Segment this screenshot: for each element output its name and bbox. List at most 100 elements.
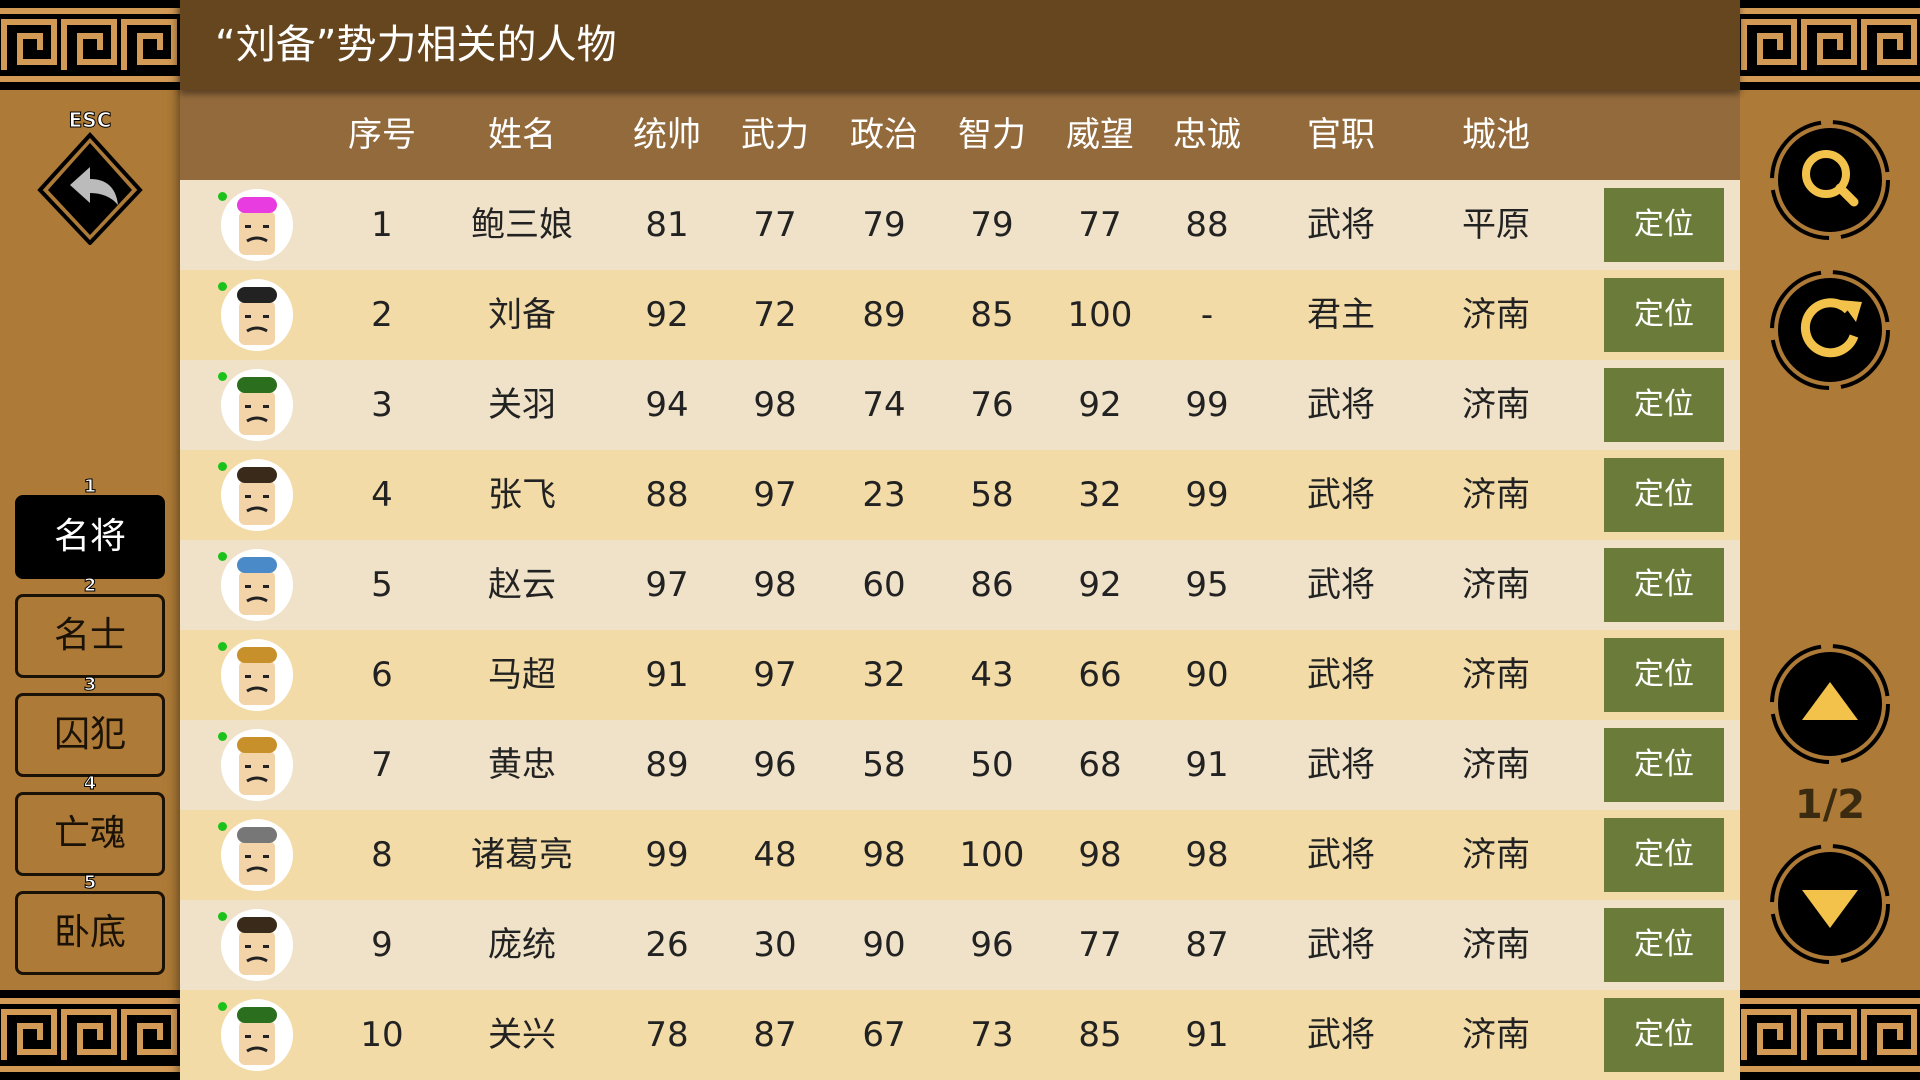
search-icon: [1802, 150, 1859, 207]
locate-button[interactable]: 定位: [1604, 638, 1724, 712]
cell-1: 黄忠: [488, 745, 556, 785]
refresh-button[interactable]: [1766, 266, 1894, 394]
cell-1: 关兴: [488, 1015, 556, 1055]
esc-back-button[interactable]: ESC: [30, 105, 150, 245]
cell-9: 济南: [1462, 745, 1530, 785]
page-down-button[interactable]: [1766, 840, 1894, 968]
locate-button[interactable]: 定位: [1604, 998, 1724, 1072]
tab-label: 囚犯: [53, 714, 126, 755]
tab-hotkey: 1: [83, 476, 97, 498]
tab-label: 名士: [53, 615, 126, 656]
avatar: [221, 819, 293, 891]
greek-key-border: [1740, 990, 1920, 1080]
cell-4: 79: [862, 205, 906, 245]
cell-1: 马超: [488, 655, 556, 695]
page-title: “刘备”势力相关的人物: [180, 0, 1740, 90]
cell-8: 武将: [1307, 835, 1375, 875]
cell-8: 武将: [1307, 475, 1375, 515]
cell-3: 87: [753, 1015, 797, 1055]
cell-2: 89: [645, 745, 689, 785]
character-table: 1 鲍三娘 81 77 79 79 77 88 武将 平原 定位 2 刘备 92 72 89 85 100- 君主…: [180, 180, 1740, 1080]
locate-button[interactable]: 定位: [1604, 368, 1724, 442]
column-header: 威望: [1066, 115, 1134, 155]
cell-2: 94: [645, 385, 689, 425]
cell-8: 武将: [1307, 925, 1375, 965]
cell-9: 济南: [1462, 565, 1530, 605]
locate-button[interactable]: 定位: [1604, 818, 1724, 892]
cell-0: 2: [371, 295, 393, 335]
cell-1: 诸葛亮: [471, 835, 573, 875]
tab-5[interactable]: 5 卧底: [15, 872, 165, 975]
cell-2: 81: [645, 205, 689, 245]
tab-label: 卧底: [53, 912, 126, 953]
cell-7: 95: [1185, 565, 1229, 605]
tab-hotkey: 2: [83, 575, 97, 597]
table-row: 2 刘备 92 72 89 85 100 - 君主 济南 定位: [180, 270, 1740, 360]
cell-4: 67: [862, 1015, 906, 1055]
online-status-dot: [218, 372, 227, 381]
tab-2[interactable]: 2 名士: [15, 575, 165, 678]
locate-button[interactable]: 定位: [1604, 458, 1724, 532]
locate-button[interactable]: 定位: [1604, 908, 1724, 982]
character-list-panel: “刘备”势力相关的人物 序号 姓名 统帅 武力 政治 智力 威望 忠诚 官职 城池 1 鲍三娘 81 7…: [180, 0, 1740, 1080]
cell-6: 92: [1078, 385, 1122, 425]
cell-9: 平原: [1462, 205, 1530, 245]
cell-2: 92: [645, 295, 689, 335]
table-row: 7 黄忠 89 96 58 50 68 91 武将 济南 定位: [180, 720, 1740, 810]
table-row: 8 诸葛亮 99 48 98 100 98 98 武将 济南 定位: [180, 810, 1740, 900]
page-up-button[interactable]: [1766, 640, 1894, 768]
table-row: 6 马超 91 97 32 43 66 90 武将 济南 定位: [180, 630, 1740, 720]
online-status-dot: [218, 732, 227, 741]
locate-button[interactable]: 定位: [1604, 548, 1724, 622]
avatar: [221, 909, 293, 981]
tab-4[interactable]: 4 亡魂: [15, 773, 165, 876]
cell-1: 赵云: [488, 565, 556, 605]
cell-9: 济南: [1462, 385, 1530, 425]
locate-button[interactable]: 定位: [1604, 188, 1724, 262]
cell-2: 26: [645, 925, 689, 965]
cell-0: 1: [371, 205, 393, 245]
tab-label: 亡魂: [53, 813, 126, 854]
cell-5: 58: [970, 475, 1014, 515]
locate-button[interactable]: 定位: [1604, 728, 1724, 802]
tab-3[interactable]: 3 囚犯: [15, 674, 165, 777]
left-sidebar: ESC 1 名将 2 名士 3 囚犯 4 亡魂 5 卧底: [0, 0, 180, 1080]
cell-3: 97: [753, 475, 797, 515]
column-header: 官职: [1307, 115, 1375, 155]
table-header: 序号 姓名 统帅 武力 政治 智力 威望 忠诚 官职 城池: [180, 90, 1740, 180]
cell-2: 99: [645, 835, 689, 875]
avatar: [221, 189, 293, 261]
cell-4: 90: [862, 925, 906, 965]
cell-7: 88: [1185, 205, 1229, 245]
cell-0: 9: [371, 925, 393, 965]
cell-0: 5: [371, 565, 393, 605]
tab-1[interactable]: 1 名将: [15, 476, 165, 579]
online-status-dot: [218, 912, 227, 921]
cell-2: 91: [645, 655, 689, 695]
cell-8: 武将: [1307, 1015, 1375, 1055]
cell-6: 77: [1078, 205, 1122, 245]
cell-1: 鲍三娘: [471, 205, 573, 245]
cell-1: 关羽: [488, 385, 556, 425]
avatar: [221, 639, 293, 711]
search-button[interactable]: [1766, 116, 1894, 244]
online-status-dot: [218, 642, 227, 651]
online-status-dot: [218, 822, 227, 831]
cell-5: 50: [970, 745, 1014, 785]
cell-0: 7: [371, 745, 393, 785]
cell-1: 庞统: [488, 925, 556, 965]
cell-5: 76: [970, 385, 1014, 425]
locate-button[interactable]: 定位: [1604, 278, 1724, 352]
column-header: 智力: [958, 115, 1026, 155]
column-header: 姓名: [488, 115, 556, 155]
cell-9: 济南: [1462, 295, 1530, 335]
cell-6: 32: [1078, 475, 1122, 515]
cell-5: 79: [970, 205, 1014, 245]
table-row: 5 赵云 97 98 60 86 92 95 武将 济南 定位: [180, 540, 1740, 630]
cell-0: 4: [371, 475, 393, 515]
cell-5: 73: [970, 1015, 1014, 1055]
avatar: [221, 459, 293, 531]
online-status-dot: [218, 462, 227, 471]
cell-2: 78: [645, 1015, 689, 1055]
table-row: 3 关羽 94 98 74 76 92 99 武将 济南 定位: [180, 360, 1740, 450]
